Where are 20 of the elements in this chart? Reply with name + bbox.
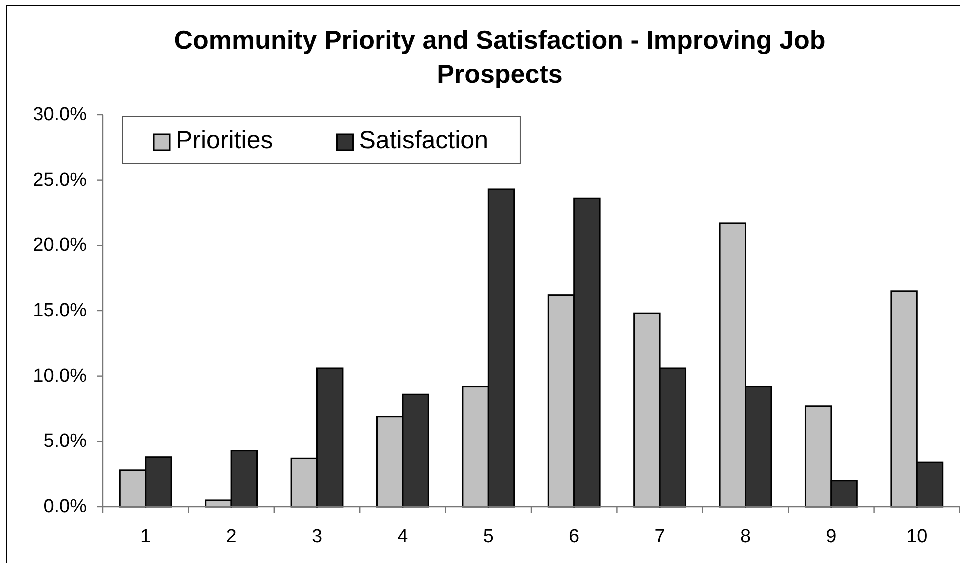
y-tick-label: 15.0%	[33, 300, 88, 322]
y-tick-label: 20.0%	[33, 235, 88, 256]
y-tick-label: 30.0%	[33, 104, 88, 126]
x-tick-label: 10	[906, 526, 928, 548]
x-tick-label: 5	[483, 526, 494, 548]
legend-label: Satisfaction	[359, 126, 488, 154]
x-tick-label: 9	[826, 526, 837, 548]
x-tick-label: 3	[312, 526, 323, 548]
legend-label: Priorities	[176, 126, 274, 154]
y-tick-label: 5.0%	[44, 431, 88, 452]
y-tick-label: 25.0%	[33, 170, 88, 191]
x-tick-label: 1	[140, 526, 152, 548]
y-tick-label: 10.0%	[33, 366, 88, 387]
x-tick-label: 4	[398, 526, 409, 548]
x-tick-label: 8	[740, 526, 752, 548]
x-tick-label: 7	[654, 526, 666, 548]
y-tick-label: 0.0%	[44, 496, 88, 518]
chart-title: Community Priority and Satisfaction - Improving Job Prospects	[174, 25, 826, 89]
x-tick-label: 6	[569, 526, 580, 548]
x-tick-label: 2	[226, 526, 237, 548]
